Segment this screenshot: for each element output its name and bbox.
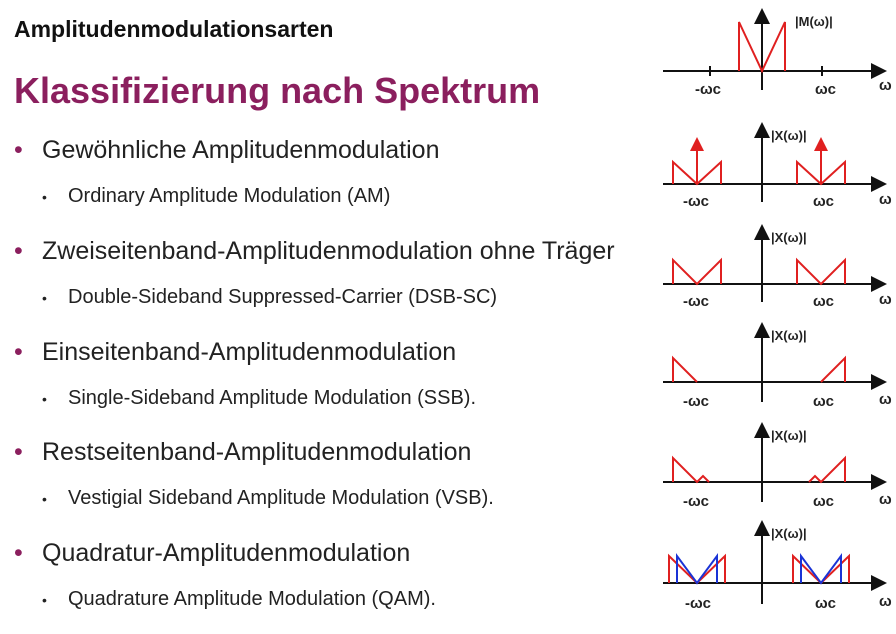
upper-band — [820, 355, 846, 383]
bullet-icon: • — [42, 591, 47, 608]
omega-axis-label: ω — [879, 77, 892, 94]
list-item: • Einseitenband-Amplitudenmodulation — [14, 338, 456, 367]
spectrum-diagram-am: |X(ω)| -ωc ωc ω — [663, 122, 892, 210]
upper-band — [796, 257, 846, 286]
bullet-icon: • — [42, 188, 47, 205]
omega-axis-label: ω — [879, 593, 892, 610]
neg-carrier-label: -ωc — [683, 393, 709, 410]
bullet-icon: • — [14, 338, 23, 366]
pos-carrier-label: ωc — [815, 595, 836, 612]
upper-band-blue — [800, 552, 842, 585]
omega-axis-label: ω — [879, 191, 892, 208]
neg-carrier-label: -ωc — [683, 293, 709, 310]
sub-item-label: Ordinary Amplitude Modulation (AM) — [68, 185, 391, 207]
spectrum-label: |X(ω)| — [771, 428, 807, 443]
sub-item: • Single-Sideband Amplitude Modulation (S… — [42, 387, 476, 410]
sub-item-label: Quadrature Amplitude Modulation (QAM). — [68, 588, 436, 610]
bullet-icon: • — [14, 539, 23, 567]
spectrum-label: |X(ω)| — [771, 230, 807, 245]
bullet-icon: • — [14, 438, 23, 466]
omega-axis-label: ω — [879, 291, 892, 308]
item-label: Gewöhnliche Amplitudenmodulation — [42, 136, 440, 164]
list-item: • Zweiseitenband-Amplitudenmodulation ohn… — [14, 237, 615, 266]
bullet-icon: • — [42, 289, 47, 306]
pos-carrier-label: ωc — [815, 81, 836, 98]
bullet-icon: • — [42, 390, 47, 407]
bullet-icon: • — [14, 136, 23, 164]
pos-carrier-label: ωc — [813, 293, 834, 310]
spectrum-diagram-baseband: |M(ω)| -ωc ωc ω — [663, 8, 892, 98]
sub-item: • Quadrature Amplitude Modulation (QAM). — [42, 588, 436, 611]
neg-carrier-label: -ωc — [683, 493, 709, 510]
spectrum-label: |X(ω)| — [771, 526, 807, 541]
item-label: Quadratur-Amplitudenmodulation — [42, 539, 411, 567]
sub-item: • Double-Sideband Suppressed-Carrier (DSB… — [42, 286, 497, 309]
spectrum-label: |X(ω)| — [771, 128, 807, 143]
pos-carrier-label: ωc — [813, 393, 834, 410]
spectrum-label: |X(ω)| — [771, 328, 807, 343]
lower-band — [672, 455, 710, 484]
omega-axis-label: ω — [879, 391, 892, 408]
sub-item: • Vestigial Sideband Amplitude Modulation… — [42, 487, 494, 510]
sub-item-label: Double-Sideband Suppressed-Carrier (DSB-… — [68, 286, 498, 308]
bullet-icon: • — [14, 237, 23, 265]
sub-item-label: Vestigial Sideband Amplitude Modulation … — [68, 487, 494, 509]
page-title: Klassifizierung nach Spektrum — [14, 70, 541, 111]
spectrum-diagram-qam: |X(ω)| -ωc ωc ω — [663, 520, 892, 612]
lower-band — [672, 257, 722, 286]
lower-band — [672, 355, 698, 383]
neg-carrier-label: -ωc — [695, 81, 721, 98]
sub-item: • Ordinary Amplitude Modulation (AM) — [42, 185, 390, 208]
spectrum-diagram-dsbsc: |X(ω)| -ωc ωc ω — [663, 224, 892, 310]
bullet-icon: • — [42, 490, 47, 507]
lower-band-blue — [676, 552, 718, 585]
supertitle: Amplitudenmodulationsarten — [14, 16, 334, 42]
omega-axis-label: ω — [879, 491, 892, 508]
list-item: • Quadratur-Amplitudenmodulation — [14, 539, 410, 568]
neg-carrier-label: -ωc — [685, 595, 711, 612]
spectrum-diagram-ssb: |X(ω)| -ωc ωc ω — [663, 322, 892, 410]
pos-carrier-label: ωc — [813, 493, 834, 510]
list-item: • Restseitenband-Amplitudenmodulation — [14, 438, 471, 467]
upper-band — [808, 455, 846, 484]
item-label: Einseitenband-Amplitudenmodulation — [42, 338, 457, 366]
spectrum-label: |M(ω)| — [795, 14, 833, 29]
neg-carrier-label: -ωc — [683, 193, 709, 210]
pos-carrier-label: ωc — [813, 193, 834, 210]
sub-item-label: Single-Sideband Amplitude Modulation (SS… — [68, 387, 477, 409]
list-item: • Gewöhnliche Amplitudenmodulation — [14, 136, 439, 165]
spectrum-curve — [738, 21, 786, 74]
item-label: Zweiseitenband-Amplitudenmodulation ohne… — [42, 237, 615, 265]
spectrum-diagram-vsb: |X(ω)| -ωc ωc ω — [663, 422, 892, 510]
item-label: Restseitenband-Amplitudenmodulation — [42, 438, 472, 466]
